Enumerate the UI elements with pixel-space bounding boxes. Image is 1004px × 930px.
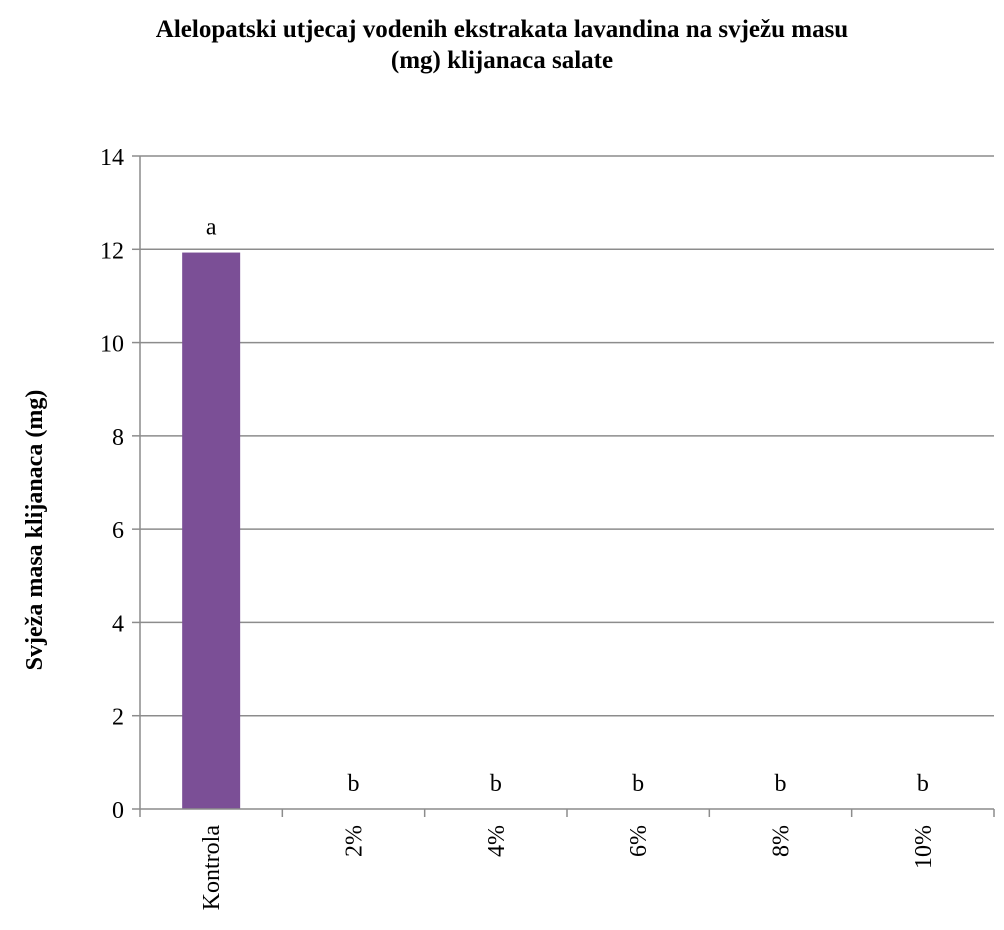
x-tick-label: 6% [626, 825, 652, 857]
data-label: b [775, 771, 787, 797]
x-tick-label: 8% [769, 825, 795, 857]
y-axis-label: Svježa masa klijanaca (mg) [22, 390, 48, 671]
y-tick-label: 12 [100, 238, 124, 264]
data-label: b [490, 771, 502, 797]
chart-title-line-2: (mg) klijanaca salate [390, 47, 614, 74]
data-label: b [632, 771, 644, 797]
axes [132, 155, 995, 817]
bar-kontrola [182, 252, 241, 809]
bars [182, 252, 241, 809]
y-tick-label: 2 [112, 705, 124, 731]
labels: 0 2 4 6 8 10 12 14 a Kontrola b 2% b 4% b 6% b 8% b 10% [100, 145, 937, 910]
y-tick-label: 6 [112, 518, 124, 544]
data-label: b [917, 771, 929, 797]
x-tick-label: 4% [484, 825, 510, 857]
y-tick-label: 14 [100, 145, 124, 171]
data-label: a [206, 215, 217, 241]
data-label: b [348, 771, 360, 797]
y-tick-label: 10 [100, 332, 124, 358]
y-tick-label: 0 [112, 798, 124, 824]
x-tick-label: 10% [911, 825, 937, 869]
y-tick-label: 8 [112, 425, 124, 451]
x-tick-label: Kontrola [199, 825, 225, 911]
gridlines [140, 155, 994, 717]
chart-title-line-1: Alelopatski utjecaj vodenih ekstrakata l… [155, 16, 849, 43]
y-tick-label: 4 [112, 611, 124, 637]
x-tick-label: 2% [342, 825, 368, 857]
